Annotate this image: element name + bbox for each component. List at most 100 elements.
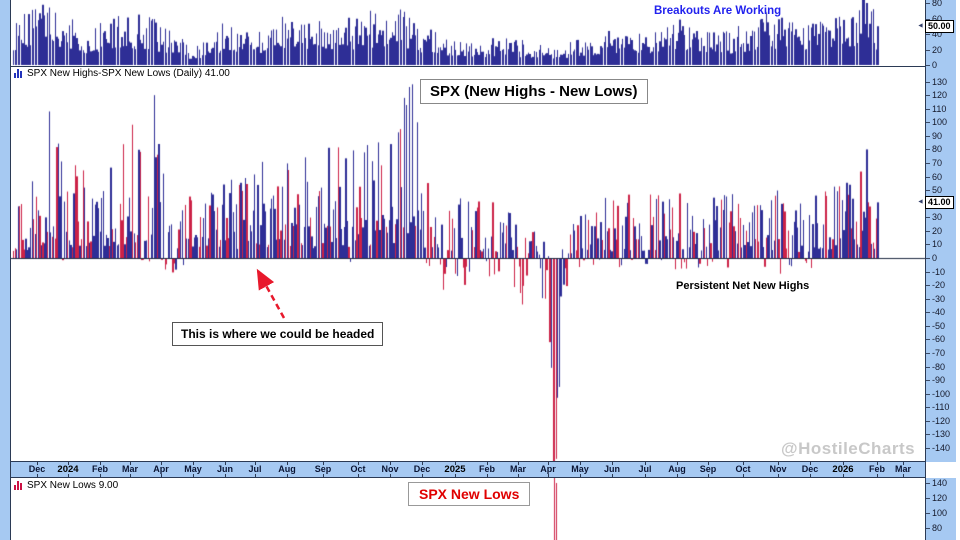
y-tick-mark <box>926 122 930 124</box>
headed-annotation: This is where we could be headed <box>172 322 384 346</box>
x-tick-mark <box>358 462 359 465</box>
y-tick-label: 120 <box>932 90 948 101</box>
value-pointer-main-icon: ◄ <box>917 198 924 206</box>
y-tick-label: 120 <box>932 493 948 503</box>
y-tick-label: -120 <box>932 415 951 426</box>
x-tick-mark <box>130 462 131 465</box>
y-tick-label: -100 <box>932 388 951 399</box>
x-tick-mark <box>487 474 488 477</box>
y-tick-mark <box>926 434 930 436</box>
x-tick-label: Apr <box>153 464 169 474</box>
x-tick-mark <box>877 462 878 465</box>
y-tick-label: -80 <box>932 361 946 372</box>
y-tick-label: 70 <box>932 158 943 168</box>
x-tick-label: 2026 <box>832 464 854 475</box>
y-tick-mark <box>926 393 930 395</box>
y-tick-mark <box>926 18 930 20</box>
histogram-icon-red <box>14 481 22 490</box>
y-tick-mark <box>926 312 930 314</box>
y-tick-label: 140 <box>932 478 948 488</box>
y-tick-label: 40 <box>932 29 943 39</box>
x-tick-label: Feb <box>91 464 109 474</box>
top-panel-canvas <box>11 0 925 66</box>
x-tick-label: Dec <box>28 464 46 474</box>
x-tick-mark <box>843 474 844 477</box>
right-margin <box>956 0 960 540</box>
x-tick-label: Feb <box>868 464 886 474</box>
y-tick-mark <box>926 366 930 368</box>
y-tick-label: 60 <box>932 171 943 182</box>
y-tick-mark <box>926 217 930 219</box>
x-tick-label: Mar <box>894 464 912 474</box>
top-panel-baseline <box>11 66 925 67</box>
x-tick-mark <box>743 462 744 465</box>
y-tick-label: 80 <box>932 0 943 8</box>
y-tick-mark <box>926 498 930 499</box>
y-tick-mark <box>926 230 930 232</box>
x-tick-mark <box>778 474 779 477</box>
y-tick-label: -30 <box>932 293 946 304</box>
x-tick-mark <box>548 462 549 465</box>
y-tick-mark <box>926 149 930 151</box>
x-tick-label: Oct <box>350 464 366 474</box>
x-tick-mark <box>843 462 844 465</box>
x-tick-mark <box>323 474 324 477</box>
x-tick-mark <box>645 474 646 477</box>
y-tick-label: -140 <box>932 442 951 453</box>
x-tick-mark <box>225 474 226 477</box>
y-tick-label: 30 <box>932 212 943 223</box>
y-tick-mark <box>926 34 930 35</box>
y-tick-mark <box>926 135 930 137</box>
y-tick-label: 110 <box>932 103 947 114</box>
x-tick-mark <box>161 462 162 465</box>
x-tick-label: Mar <box>509 464 527 474</box>
y-tick-mark <box>926 420 930 422</box>
x-tick-label: Dec <box>413 464 431 474</box>
y-tick-mark <box>926 3 930 4</box>
x-tick-label: 2025 <box>444 464 466 475</box>
x-tick-mark <box>677 462 678 465</box>
y-tick-label: 130 <box>932 76 948 87</box>
x-tick-label: May <box>571 464 589 474</box>
y-tick-label: -110 <box>932 402 950 413</box>
y-tick-mark <box>926 49 930 51</box>
y-tick-mark <box>926 244 930 246</box>
x-tick-label: Aug <box>278 464 296 474</box>
x-tick-label: Oct <box>735 464 751 474</box>
y-tick-label: 0 <box>932 253 938 263</box>
y-tick-label: 20 <box>932 225 943 236</box>
y-tick-label: 100 <box>932 508 948 518</box>
y-tick-label: -70 <box>932 347 946 358</box>
x-tick-mark <box>37 462 38 465</box>
x-tick-mark <box>810 462 811 465</box>
main-panel-bottom-border <box>11 461 925 462</box>
x-tick-mark <box>743 474 744 477</box>
y-tick-mark <box>926 380 930 382</box>
x-tick-mark <box>422 474 423 477</box>
x-tick-label: Aug <box>668 464 686 474</box>
x-tick-mark <box>903 462 904 465</box>
y-tick-mark <box>926 258 930 259</box>
x-tick-mark <box>422 462 423 465</box>
x-tick-label: Feb <box>478 464 496 474</box>
x-tick-mark <box>161 474 162 477</box>
x-tick-mark <box>645 462 646 465</box>
y-tick-mark <box>926 447 930 449</box>
y-tick-label: -60 <box>932 334 946 345</box>
main-panel-canvas <box>11 67 925 461</box>
x-tick-mark <box>487 462 488 465</box>
y-tick-mark <box>926 528 930 529</box>
x-tick-mark <box>193 474 194 477</box>
main-panel-label-text: SPX New Highs-SPX New Lows (Daily) 41.00 <box>27 68 230 79</box>
main-current-value-box: 41.00 <box>925 196 954 209</box>
y-tick-label: 80 <box>932 144 943 155</box>
y-tick-label: -90 <box>932 375 946 386</box>
y-tick-mark <box>926 483 930 484</box>
y-tick-label: -130 <box>932 429 951 440</box>
x-tick-label: Nov <box>769 464 787 474</box>
x-tick-label: Jul <box>638 464 652 474</box>
y-tick-mark <box>926 339 930 341</box>
x-tick-mark <box>877 474 878 477</box>
x-tick-mark <box>323 462 324 465</box>
x-tick-mark <box>68 462 69 465</box>
